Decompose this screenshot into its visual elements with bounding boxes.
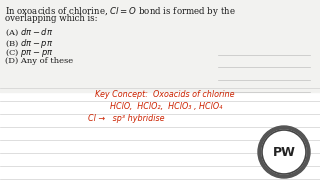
Text: (A) $d\pi - d\pi$: (A) $d\pi - d\pi$ <box>5 27 53 38</box>
Text: HClO,  HClO₂,  HClO₃ , HClO₄: HClO, HClO₂, HClO₃ , HClO₄ <box>110 102 222 111</box>
Text: (D) Any of these: (D) Any of these <box>5 57 73 65</box>
Text: PW: PW <box>273 145 295 159</box>
Text: Key Concept:  Oxoacids of chlorine: Key Concept: Oxoacids of chlorine <box>95 90 235 99</box>
Bar <box>0 0 320 92</box>
Text: (C) $p\pi - p\pi$: (C) $p\pi - p\pi$ <box>5 47 54 59</box>
Circle shape <box>258 126 310 178</box>
Text: Cl →   sp³ hybridise: Cl → sp³ hybridise <box>88 114 164 123</box>
Text: In oxoacids of chlorine, $Cl = O$ bond is formed by the: In oxoacids of chlorine, $Cl = O$ bond i… <box>5 5 236 18</box>
Text: (B) $d\pi - p\pi$: (B) $d\pi - p\pi$ <box>5 37 53 50</box>
Circle shape <box>262 130 306 174</box>
Text: overlapping which is:: overlapping which is: <box>5 14 98 23</box>
